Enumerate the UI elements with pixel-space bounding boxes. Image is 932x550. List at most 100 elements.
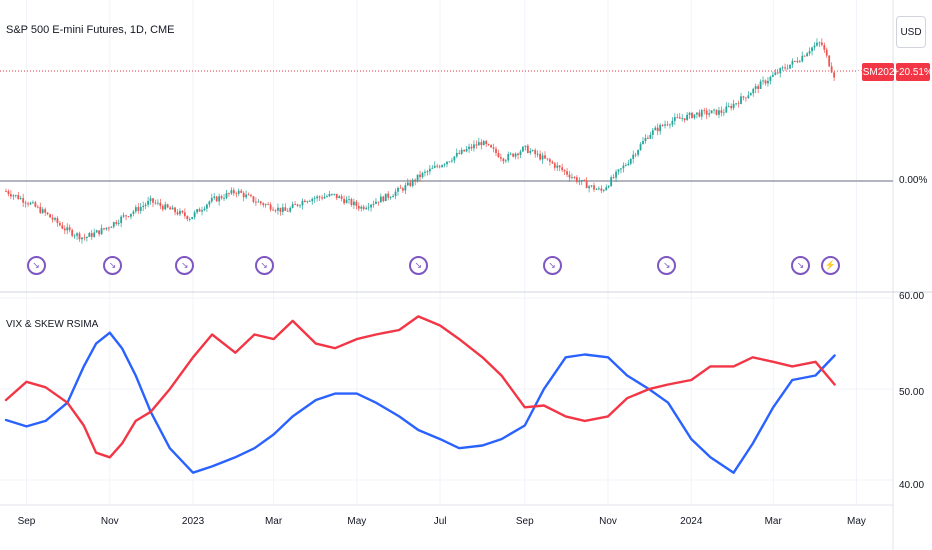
candle	[708, 109, 711, 118]
change-badge: +20.51%	[893, 63, 932, 81]
dividend-event-icon[interactable]: ↘	[542, 256, 562, 275]
x-tick-label: Mar	[764, 516, 782, 527]
symbol-badge: ESM2024	[856, 63, 900, 81]
lightning-event-icon[interactable]: ⚡	[821, 256, 841, 275]
candle	[245, 190, 247, 200]
candle	[529, 148, 532, 155]
candle	[71, 228, 74, 238]
candle	[811, 46, 813, 56]
candle	[316, 194, 319, 202]
candle	[585, 177, 588, 189]
candle	[551, 160, 554, 165]
x-tick-label: Mar	[264, 516, 283, 527]
candle	[737, 100, 740, 108]
candle	[338, 194, 341, 199]
candle	[455, 148, 458, 159]
candle	[458, 150, 461, 155]
candle	[639, 141, 642, 151]
candle	[112, 221, 115, 229]
candle	[299, 204, 301, 208]
candle	[54, 216, 56, 222]
candle	[127, 215, 130, 218]
candle	[36, 205, 39, 209]
candle	[232, 187, 235, 196]
candle	[348, 195, 350, 204]
candle	[76, 232, 78, 240]
candle	[264, 203, 267, 208]
candle	[367, 203, 370, 211]
candle	[416, 174, 419, 183]
candle	[235, 191, 238, 198]
candle	[485, 139, 488, 148]
candle	[360, 205, 363, 212]
x-tick-label: Nov	[100, 516, 119, 527]
candle	[210, 193, 213, 204]
candle	[181, 210, 184, 214]
candle	[463, 149, 466, 152]
candle	[725, 102, 728, 113]
candle	[362, 204, 365, 211]
candle	[377, 201, 380, 206]
candle	[78, 231, 81, 242]
candle	[333, 193, 336, 196]
candle	[186, 215, 189, 222]
candle	[431, 165, 434, 169]
candle	[139, 202, 142, 214]
dividend-event-icon[interactable]: ↘	[175, 256, 195, 275]
candle	[12, 194, 15, 200]
candle	[34, 200, 37, 208]
dividend-event-icon[interactable]: ↘	[102, 256, 122, 275]
candle	[539, 150, 541, 161]
candle	[154, 199, 157, 205]
dividend-event-icon[interactable]: ↘	[791, 256, 810, 275]
candle	[541, 152, 544, 164]
x-tick-label: Jul	[433, 516, 447, 527]
candle	[583, 179, 586, 182]
candle	[14, 194, 17, 198]
candle	[56, 216, 59, 227]
candle	[696, 112, 698, 119]
candle	[443, 162, 446, 168]
dividend-event-icon[interactable]: ↘	[254, 256, 274, 275]
candle	[252, 196, 255, 204]
y-tick-label: 60.00	[899, 291, 925, 302]
candle	[61, 221, 64, 230]
candle	[629, 158, 632, 166]
candle	[451, 157, 453, 163]
candle	[191, 216, 194, 220]
candle	[206, 203, 208, 212]
candle	[823, 42, 826, 53]
candle	[830, 62, 833, 73]
candle	[786, 64, 789, 70]
candle	[747, 91, 750, 99]
candle	[475, 140, 478, 149]
candle	[382, 195, 385, 203]
candle	[426, 170, 429, 176]
candle	[740, 92, 742, 105]
dividend-event-icon[interactable]: ↘	[408, 256, 428, 275]
candle	[438, 164, 441, 169]
dividend-event-icon[interactable]: ↘	[657, 256, 677, 275]
candle	[661, 123, 664, 127]
candle	[796, 57, 799, 64]
candle	[517, 152, 519, 160]
candle	[828, 55, 831, 68]
candle	[44, 207, 47, 217]
candle	[152, 197, 154, 208]
candle	[166, 203, 169, 209]
dividend-event-icon[interactable]: ↘	[26, 256, 46, 275]
candle	[174, 206, 176, 216]
candle	[51, 214, 54, 223]
candle	[776, 68, 779, 75]
candle	[468, 143, 470, 153]
candle	[735, 102, 737, 106]
candle	[644, 134, 647, 144]
candle	[215, 195, 218, 202]
candle	[201, 206, 203, 216]
currency-button[interactable]: USD	[896, 16, 926, 48]
indicator-title: VIX & SKEW RSIMA	[6, 319, 99, 330]
candle	[402, 186, 404, 193]
candle	[330, 193, 333, 197]
candle	[433, 161, 436, 169]
candle	[379, 193, 382, 203]
